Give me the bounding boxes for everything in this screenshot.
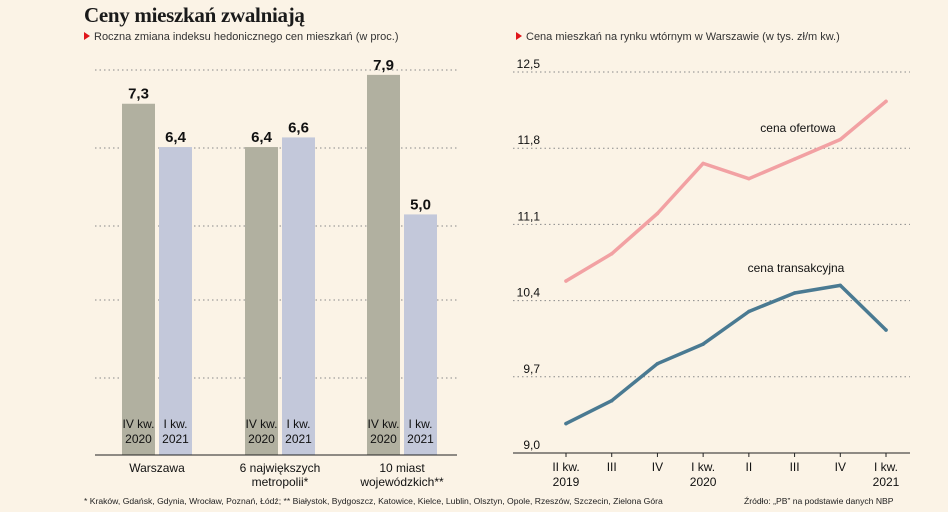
- bar-period-label: IV kw.: [245, 417, 277, 431]
- red-triangle-icon: [84, 32, 90, 40]
- series-line: [564, 283, 888, 426]
- bar-year-label: 2021: [285, 432, 312, 446]
- source-note: Źródło: „PB” na podstawie danych NBP: [744, 496, 894, 506]
- category-label: Warszawa: [129, 461, 185, 475]
- bar-value-label: 7,9: [373, 57, 394, 74]
- y-tick-label: 11,1: [518, 209, 541, 223]
- x-tick-year-label: 2021: [873, 475, 900, 489]
- data-point: [609, 398, 614, 403]
- data-point: [655, 211, 660, 216]
- red-triangle-icon: [516, 32, 522, 40]
- bar-period-label: IV kw.: [367, 417, 399, 431]
- x-tick-year-label: 2019: [553, 475, 580, 489]
- data-point: [792, 291, 797, 295]
- line-chart-subtitle: Cena mieszkań na rynku wtórnym w Warszaw…: [516, 31, 840, 43]
- data-point: [564, 421, 568, 426]
- bar-period-label: I kw.: [408, 417, 432, 431]
- data-point: [701, 161, 705, 166]
- data-point: [747, 309, 751, 314]
- series-label: cena ofertowa: [760, 121, 836, 135]
- bar: [159, 147, 192, 455]
- bar: [404, 214, 437, 455]
- bar-value-label: 6,4: [251, 129, 273, 146]
- series-label: cena transakcyjna: [748, 261, 845, 275]
- bar-period-label: I kw.: [286, 417, 310, 431]
- bar-chart-subtitle-text: Roczna zmiana indeksu hedonicznego cen m…: [94, 31, 399, 43]
- data-point: [564, 279, 568, 283]
- data-point: [838, 283, 843, 288]
- x-tick-label: III: [790, 460, 800, 474]
- x-tick-label: III: [607, 460, 617, 474]
- data-point: [609, 252, 614, 256]
- bar-chart-subtitle: Roczna zmiana indeksu hedonicznego cen m…: [84, 31, 399, 43]
- data-point: [701, 342, 705, 346]
- category-label: wojewódzkich**: [359, 475, 444, 489]
- x-tick-label: IV: [835, 460, 846, 474]
- footnote: * Kraków, Gdańsk, Gdynia, Wrocław, Pozna…: [84, 496, 663, 506]
- bar-value-label: 6,6: [288, 119, 309, 136]
- x-tick-label: II kw.: [552, 460, 579, 474]
- bar: [282, 137, 315, 455]
- bar: [245, 147, 278, 455]
- x-tick-label: IV: [652, 460, 663, 474]
- y-tick-label: 12,5: [517, 57, 541, 71]
- x-tick-label: II: [746, 460, 753, 474]
- bar: [367, 74, 400, 455]
- x-tick-year-label: 2020: [690, 475, 717, 489]
- y-tick-label: 10,4: [517, 286, 541, 300]
- data-point: [792, 157, 797, 161]
- data-point: [838, 137, 843, 142]
- chart-title: Ceny mieszkań zwalniają: [84, 3, 305, 27]
- data-point: [655, 361, 660, 366]
- x-tick-label: I kw.: [874, 460, 898, 474]
- data-point: [884, 99, 888, 104]
- category-label: 10 miast: [379, 461, 425, 475]
- bar-year-label: 2021: [162, 432, 189, 446]
- y-tick-label: 11,8: [518, 133, 541, 147]
- bar-period-label: IV kw.: [122, 417, 154, 431]
- category-label: metropolii*: [252, 475, 309, 489]
- line-chart-subtitle-text: Cena mieszkań na rynku wtórnym w Warszaw…: [526, 31, 840, 43]
- bar-value-label: 5,0: [410, 196, 431, 213]
- bar: [122, 103, 155, 455]
- bar-period-label: I kw.: [163, 417, 187, 431]
- y-tick-label: 9,7: [523, 362, 540, 376]
- y-tick-label: 9,0: [523, 438, 540, 452]
- x-tick-label: I kw.: [691, 460, 715, 474]
- bar-year-label: 2020: [370, 432, 397, 446]
- bar-value-label: 6,4: [165, 129, 187, 146]
- bar-year-label: 2021: [407, 432, 434, 446]
- bar-value-label: 7,3: [128, 86, 149, 103]
- data-point: [884, 328, 888, 332]
- bar-year-label: 2020: [248, 432, 275, 446]
- category-label: 6 największych: [240, 461, 321, 475]
- bar-year-label: 2020: [125, 432, 152, 446]
- series-line: [564, 99, 888, 283]
- data-point: [747, 176, 751, 181]
